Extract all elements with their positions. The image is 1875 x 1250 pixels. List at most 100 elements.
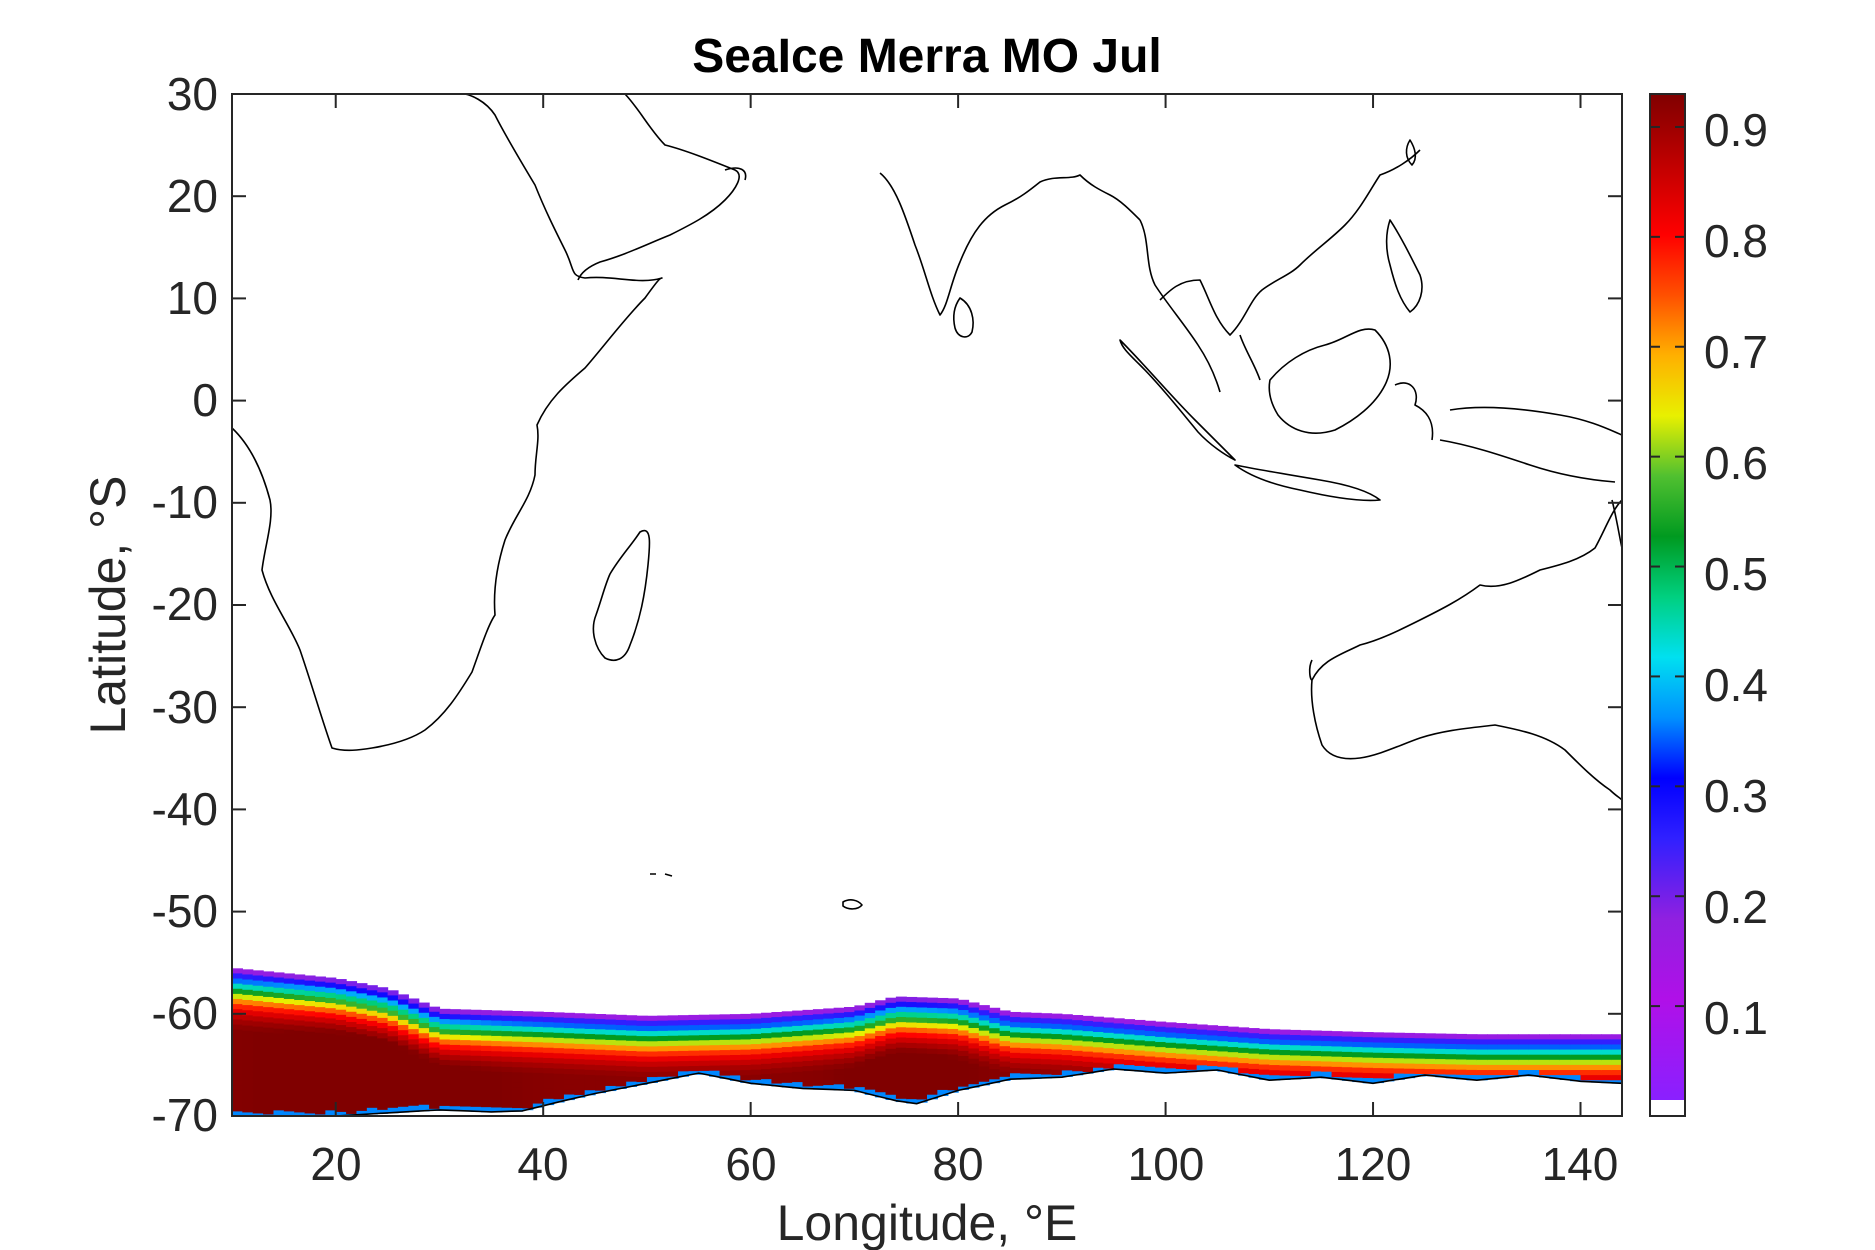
ice-cell bbox=[1383, 1032, 1395, 1039]
ice-cell bbox=[273, 982, 285, 989]
ice-cell bbox=[698, 1050, 710, 1057]
ice-cell bbox=[1144, 1066, 1156, 1073]
ice-cell bbox=[366, 1051, 378, 1058]
ice-cell bbox=[252, 1036, 264, 1043]
ice-cell bbox=[885, 1043, 897, 1050]
ice-cell bbox=[885, 1048, 897, 1055]
ice-cell bbox=[771, 1042, 783, 1049]
ice-cell bbox=[480, 1071, 492, 1078]
ice-cell bbox=[895, 1037, 907, 1044]
ice-cell bbox=[678, 1035, 690, 1042]
ice-cell bbox=[501, 1082, 513, 1088]
ice-cell bbox=[1528, 1064, 1540, 1071]
ice-cell bbox=[958, 1010, 970, 1016]
ice-cell bbox=[740, 1039, 752, 1046]
ice-cell bbox=[387, 990, 399, 996]
ice-cell bbox=[397, 1030, 409, 1036]
ice-cell bbox=[1539, 1049, 1550, 1056]
ice-cell bbox=[273, 977, 285, 984]
ice-cell bbox=[408, 1080, 420, 1086]
ice-cell bbox=[232, 983, 243, 990]
ice-cell bbox=[346, 986, 358, 992]
ice-cell bbox=[771, 1063, 783, 1069]
ice-cell bbox=[1414, 1063, 1426, 1070]
ice-cell bbox=[553, 1012, 565, 1019]
ice-cell bbox=[1383, 1078, 1395, 1082]
ice-cell bbox=[719, 1024, 731, 1031]
ice-cell bbox=[1009, 1068, 1021, 1074]
ice-cell bbox=[968, 1002, 980, 1009]
ice-cell bbox=[833, 1007, 845, 1014]
ice-cell bbox=[937, 1064, 949, 1071]
ice-cell bbox=[1580, 1054, 1592, 1061]
ice-cell bbox=[356, 988, 368, 994]
ice-cell bbox=[646, 1015, 658, 1022]
ice-cell bbox=[314, 996, 326, 1003]
ice-cell bbox=[864, 1038, 876, 1045]
ice-cell bbox=[1175, 1069, 1187, 1073]
ice-cell bbox=[397, 1060, 409, 1067]
ice-cell bbox=[1082, 1051, 1094, 1058]
ice-cell bbox=[346, 1083, 358, 1090]
ice-cell bbox=[605, 1014, 617, 1021]
ice-cell bbox=[958, 1004, 970, 1011]
ice-cell bbox=[833, 1012, 845, 1019]
ice-cell bbox=[335, 1050, 347, 1057]
ice-cell bbox=[916, 1017, 928, 1024]
ice-cell bbox=[626, 1051, 638, 1057]
ice-cell bbox=[346, 996, 358, 1003]
ice-cell bbox=[895, 1078, 907, 1085]
ice-cell bbox=[242, 1091, 254, 1098]
ice-cell bbox=[771, 1032, 783, 1039]
ice-cell bbox=[978, 1010, 990, 1016]
ice-cell bbox=[1009, 1052, 1021, 1059]
ice-cell bbox=[916, 1048, 928, 1055]
ice-cell bbox=[719, 1065, 731, 1072]
ice-cell bbox=[1238, 1032, 1250, 1039]
ice-cell bbox=[1030, 1038, 1042, 1045]
ice-cell bbox=[232, 1024, 243, 1031]
ice-cell bbox=[325, 1095, 337, 1101]
ice-cell bbox=[1352, 1036, 1364, 1043]
ice-cell bbox=[657, 1061, 669, 1068]
ice-cell bbox=[605, 1065, 617, 1072]
ice-cell bbox=[958, 999, 970, 1006]
ice-cell bbox=[563, 1043, 575, 1050]
ice-cell bbox=[781, 1072, 793, 1079]
ice-cell bbox=[273, 992, 285, 999]
ice-cell bbox=[999, 1056, 1011, 1063]
ice-cell bbox=[989, 1074, 1001, 1080]
ice-cell bbox=[657, 1030, 669, 1037]
ice-cell bbox=[1466, 1069, 1478, 1076]
coastline-madagascar bbox=[592, 529, 651, 661]
ice-cell bbox=[864, 1018, 876, 1024]
ice-cell bbox=[408, 1064, 420, 1071]
ice-cell bbox=[895, 1047, 907, 1054]
ice-cell bbox=[1611, 1059, 1622, 1066]
ice-cell bbox=[864, 1064, 876, 1070]
ice-cell bbox=[1445, 1059, 1457, 1065]
ice-cell bbox=[449, 1085, 461, 1092]
ice-cell bbox=[906, 1088, 918, 1095]
ice-cell bbox=[1580, 1075, 1592, 1081]
ice-cell bbox=[377, 1007, 389, 1014]
ice-cell bbox=[397, 999, 409, 1006]
ice-cell bbox=[356, 1105, 368, 1112]
ice-cell bbox=[397, 994, 409, 1001]
ice-cell bbox=[1611, 1039, 1622, 1046]
ice-cell bbox=[366, 985, 378, 991]
ice-cell bbox=[1258, 1054, 1270, 1061]
ice-cell bbox=[304, 1041, 316, 1048]
ice-cell bbox=[1041, 1038, 1053, 1045]
ice-cell bbox=[366, 1020, 378, 1027]
ice-cell bbox=[1175, 1038, 1187, 1045]
ice-cell bbox=[771, 1022, 783, 1028]
ice-cell bbox=[646, 1061, 658, 1068]
ice-cell bbox=[885, 997, 897, 1004]
ice-cell bbox=[387, 1056, 399, 1063]
ice-cell bbox=[584, 1018, 596, 1025]
ice-cell bbox=[740, 1065, 752, 1071]
ice-cell bbox=[252, 1011, 264, 1017]
ice-cell bbox=[1290, 1035, 1302, 1041]
ice-cell bbox=[242, 1051, 254, 1057]
